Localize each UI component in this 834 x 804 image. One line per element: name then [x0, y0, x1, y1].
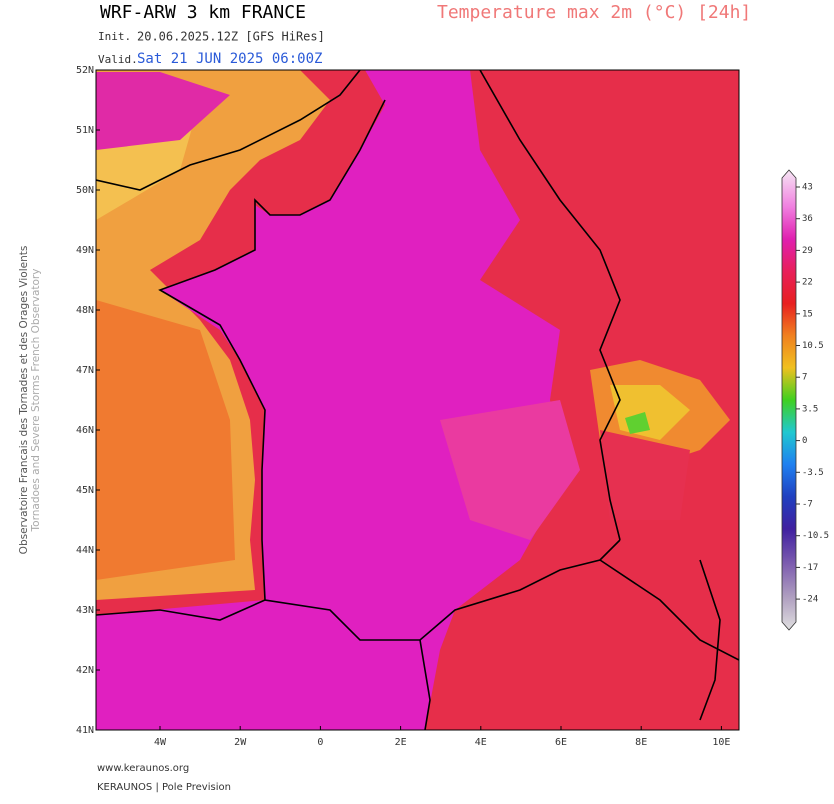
- lat-label: 52N: [76, 65, 94, 76]
- colorbar-label: 7: [802, 373, 807, 383]
- colorbar-label: -10.5: [802, 531, 829, 541]
- lat-label: 51N: [76, 125, 94, 136]
- colorbar-label: -3.5: [802, 468, 824, 478]
- lon-label: 8E: [635, 737, 647, 748]
- lat-label: 46N: [76, 425, 94, 436]
- coastlines: [96, 70, 739, 730]
- colorbar-label: 29: [802, 246, 813, 256]
- map-frame: [95, 69, 740, 731]
- lat-label: 43N: [76, 605, 94, 616]
- colorbar-label: -7: [802, 500, 813, 510]
- colorbar-label: 0: [802, 436, 807, 446]
- lon-label: 4W: [154, 737, 167, 748]
- valid: Sat 21 JUN 2025 06:00Z: [137, 51, 322, 67]
- lon-label: 4E: [475, 737, 487, 748]
- colorbar-label: 15: [802, 309, 813, 319]
- colorbar-label: 3.5: [802, 404, 818, 414]
- side-text-en: Tornadoes and Severe Storms French Obser…: [30, 269, 42, 533]
- colorbar-label: 43: [802, 183, 813, 193]
- lat-label: 42N: [76, 665, 94, 676]
- lat-label: 44N: [76, 545, 94, 556]
- valid-label: Valid.: [98, 53, 138, 66]
- lat-label: 48N: [76, 305, 94, 316]
- lon-label: 2W: [234, 737, 247, 748]
- axis-labels: 52N 51N 50N 49N 48N 47N 46N 45N 44N 43N 42N 41N 4W 2W…: [76, 65, 730, 748]
- lat-label: 50N: [76, 185, 94, 196]
- colorbar-label: -17: [802, 563, 818, 573]
- lon-label: 10E: [712, 737, 730, 748]
- init: 20.06.2025.12Z [GFS HiRes]: [137, 30, 325, 44]
- colorbar-label: 10.5: [802, 341, 824, 351]
- lat-label: 49N: [76, 245, 94, 256]
- colorbar-label: 36: [802, 214, 813, 224]
- lon-label: 2E: [395, 737, 407, 748]
- colorbar-label: -24: [802, 595, 818, 605]
- map-field: [96, 70, 739, 730]
- colorbar-label: 22: [802, 278, 813, 288]
- lat-label: 41N: [76, 725, 94, 736]
- lon-label: 6E: [555, 737, 567, 748]
- side-text-fr: Observatoire Francais des Tornades et de…: [18, 246, 30, 555]
- colorbar-labels: 43 36 29 22 15 10.5 7 3.5 0 -3.5 -7 -10.5 -17 -24: [796, 183, 829, 605]
- colorbar: [781, 169, 797, 631]
- lat-label: 47N: [76, 365, 94, 376]
- footer-credit: KERAUNOS | Pole Prevision: [97, 782, 231, 793]
- lat-label: 45N: [76, 485, 94, 496]
- product: Temperature max 2m (°C) [24h]: [437, 2, 751, 23]
- footer-website: www.keraunos.org: [97, 763, 189, 774]
- lon-label: 0: [317, 737, 323, 748]
- init-label: Init.: [98, 30, 131, 43]
- title: WRF-ARW 3 km FRANCE: [100, 2, 306, 23]
